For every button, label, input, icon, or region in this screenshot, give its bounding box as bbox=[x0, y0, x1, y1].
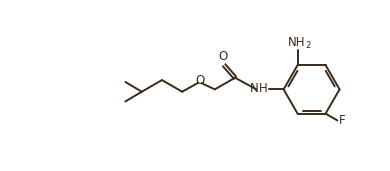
Text: NH: NH bbox=[288, 36, 306, 49]
Text: O: O bbox=[218, 50, 227, 63]
Text: H: H bbox=[259, 82, 267, 95]
Text: N: N bbox=[250, 82, 259, 95]
Text: 2: 2 bbox=[305, 41, 310, 50]
Text: F: F bbox=[339, 114, 346, 127]
Text: O: O bbox=[195, 74, 205, 87]
